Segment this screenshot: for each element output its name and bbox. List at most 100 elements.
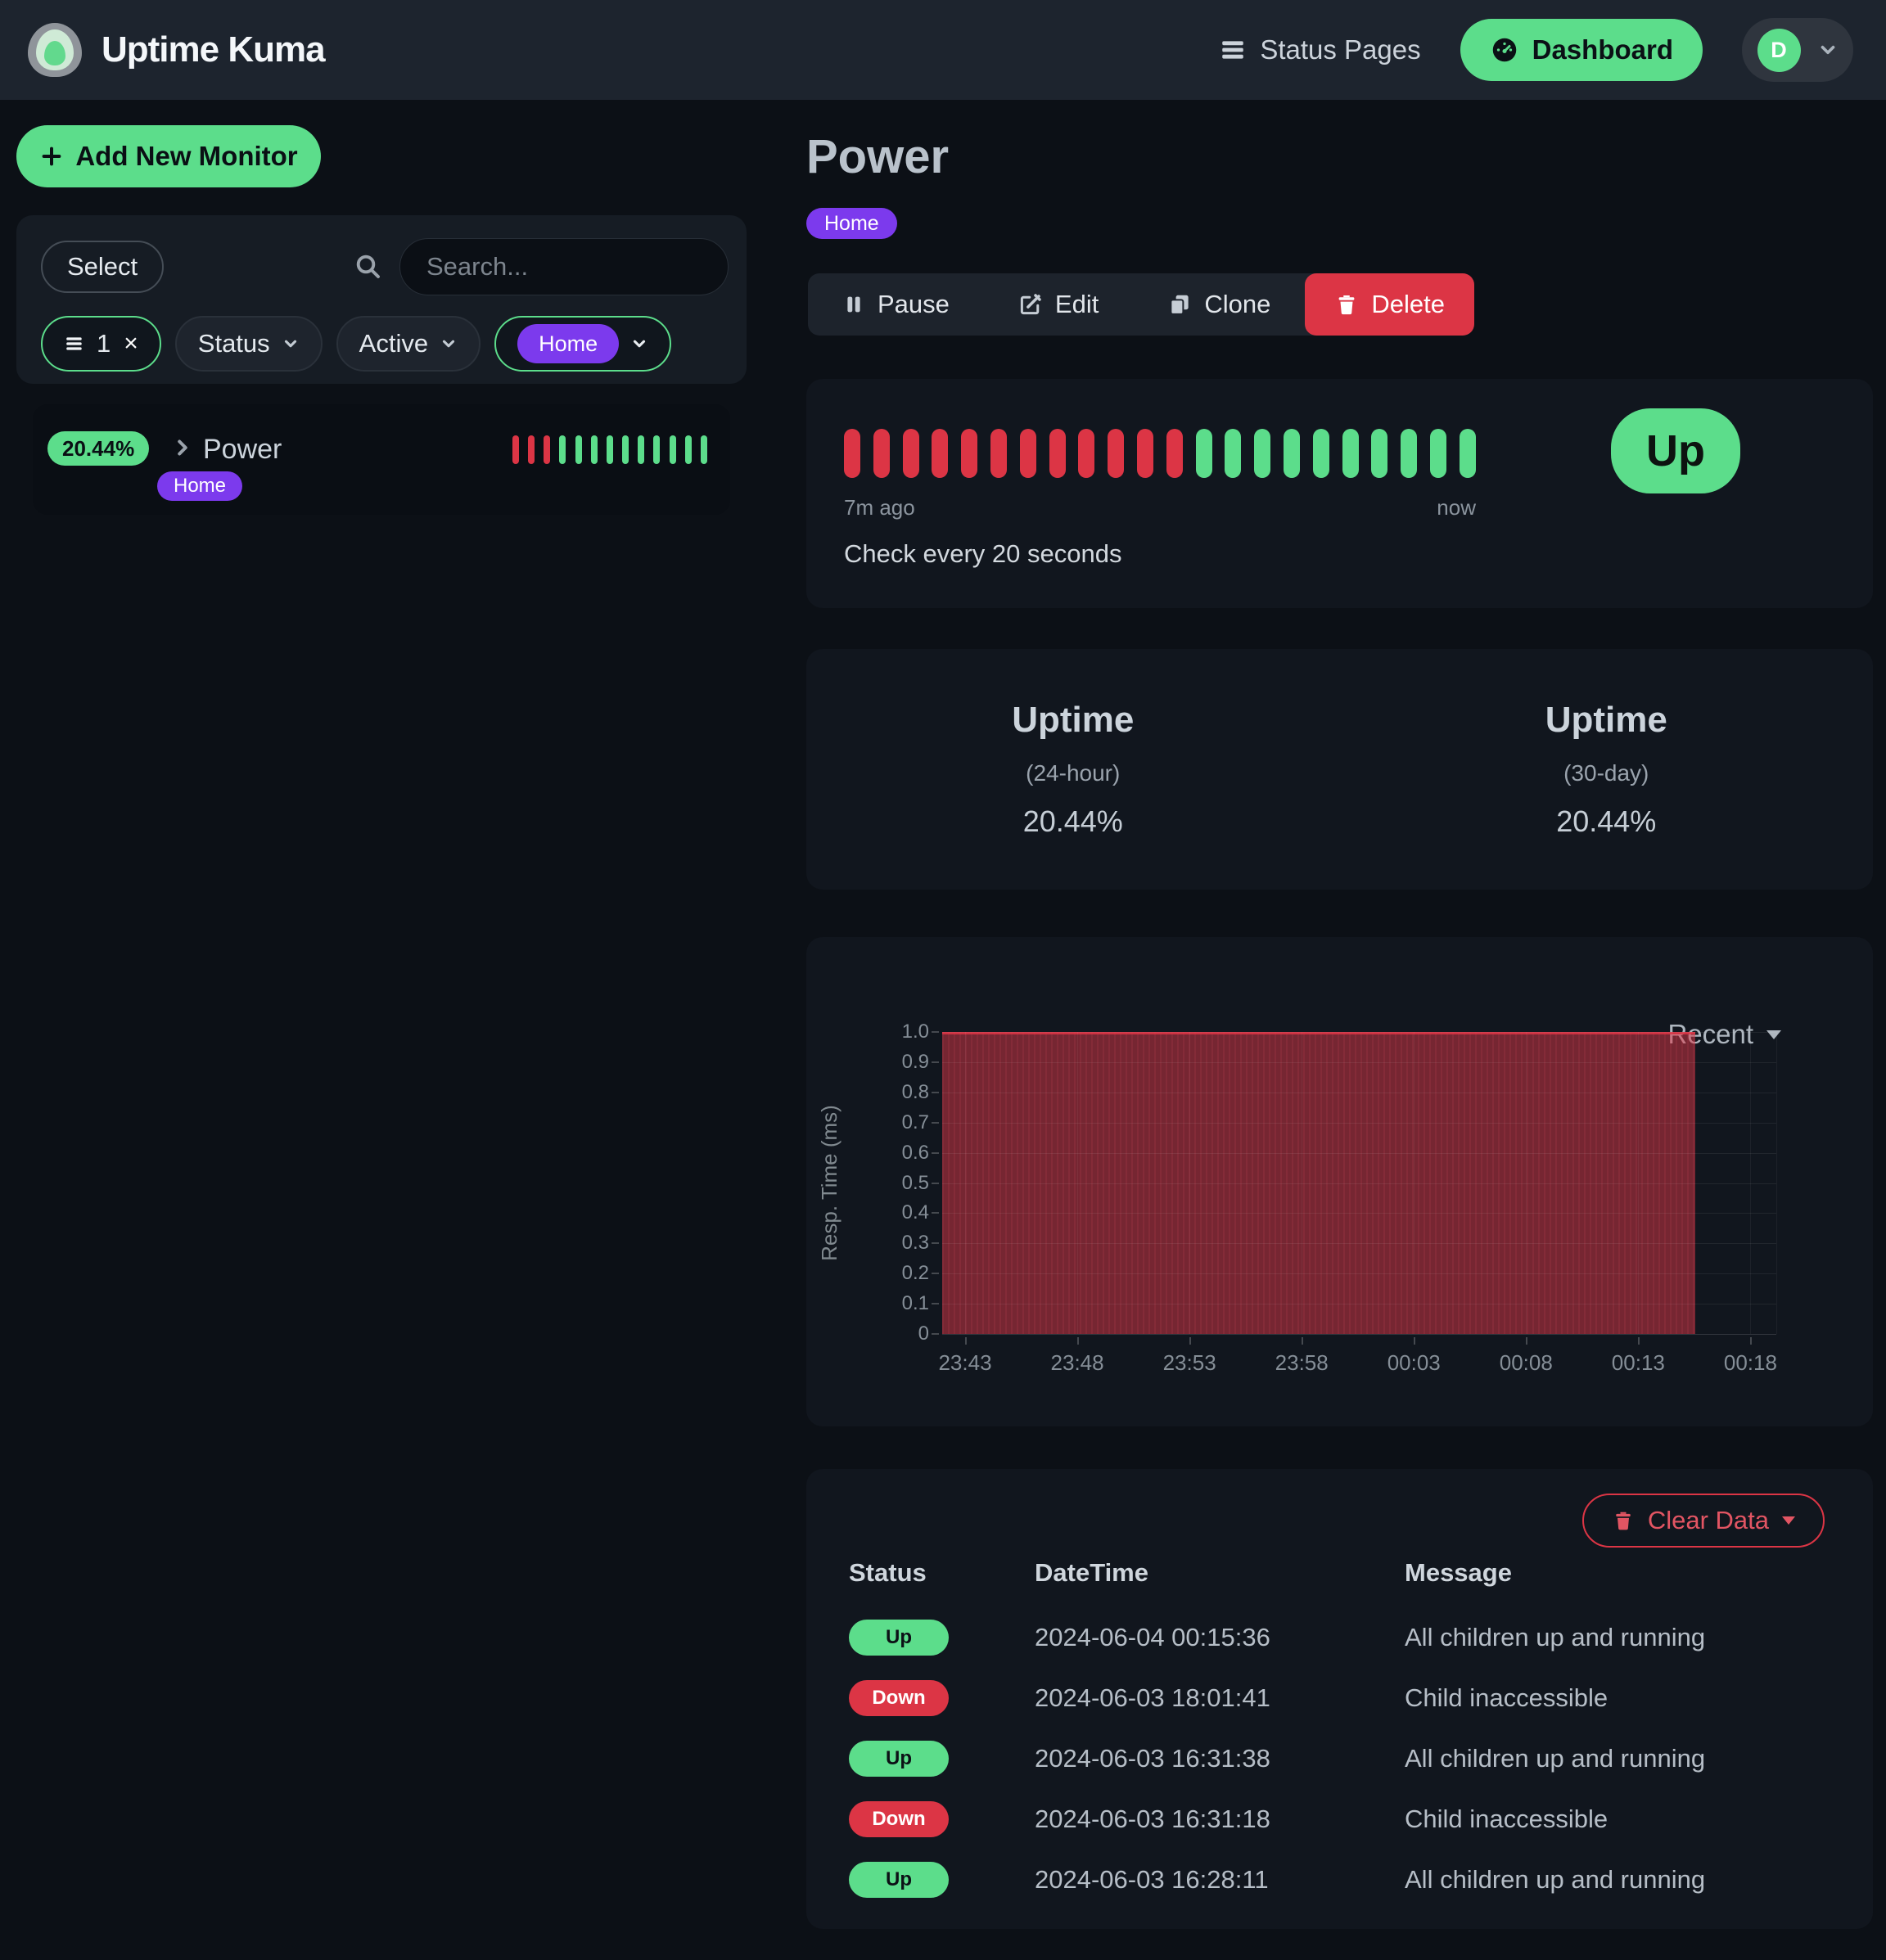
heartbeat-down — [1166, 429, 1183, 478]
heartbeat-card: 7m ago now Check every 20 seconds Up — [806, 379, 1873, 608]
list-icon — [1219, 36, 1247, 64]
tag-home: Home — [517, 324, 620, 363]
chevron-right-icon[interactable] — [170, 435, 195, 460]
chevron-down-icon — [440, 335, 458, 353]
nav-status-pages[interactable]: Status Pages — [1219, 34, 1421, 65]
clear-filters-icon[interactable]: × — [124, 330, 138, 357]
x-gridline — [1189, 1032, 1191, 1334]
x-tick-mark — [1414, 1337, 1416, 1345]
uptime-card: Uptime (24-hour) 20.44% Uptime (30-day) … — [806, 649, 1873, 890]
filter-lines-icon — [64, 333, 85, 354]
clear-data-button[interactable]: Clear Data — [1581, 1494, 1825, 1548]
y-tick-label: 0.5 — [901, 1171, 929, 1194]
x-tick-mark — [1302, 1337, 1304, 1345]
y-tick-mark — [932, 1182, 939, 1184]
y-gridline — [942, 1273, 1776, 1275]
uptime-24h: Uptime (24-hour) 20.44% — [806, 649, 1340, 890]
y-gridline — [942, 1122, 1776, 1124]
status-badge-down: Down — [849, 1801, 949, 1837]
avatar: D — [1757, 28, 1801, 72]
user-menu[interactable]: D — [1742, 18, 1853, 82]
y-tick-mark — [932, 1031, 939, 1033]
edit-icon — [1018, 292, 1043, 317]
y-tick-mark — [932, 1303, 939, 1305]
heartbeat-down — [844, 429, 860, 478]
monitor-list-item-power[interactable]: 20.44% Power Home — [33, 404, 730, 515]
heartbeat-up — [700, 435, 707, 464]
table-row: Down 2024-06-03 16:31:18 Child inaccessibl… — [849, 1789, 1824, 1850]
monitor-list-toolbar: Select 1 × Status — [16, 215, 747, 384]
pause-button[interactable]: Pause — [808, 273, 984, 336]
clone-button[interactable]: Clone — [1133, 273, 1305, 336]
heartbeat-down — [990, 429, 1007, 478]
y-tick-mark — [932, 1333, 939, 1335]
column-header-message: Message — [1405, 1558, 1512, 1587]
x-tick-mark — [1189, 1337, 1192, 1345]
y-tick-label: 0.8 — [901, 1080, 929, 1103]
status-badge-up: Up — [849, 1862, 949, 1898]
heartbeat-up — [1195, 429, 1212, 478]
search-input[interactable] — [399, 238, 729, 295]
y-gridline — [942, 1334, 1776, 1335]
select-button[interactable]: Select — [41, 241, 165, 293]
event-message: All children up and running — [1405, 1865, 1706, 1894]
edit-label: Edit — [1054, 290, 1099, 318]
event-datetime: 2024-06-03 16:31:38 — [1035, 1744, 1270, 1773]
y-tick-mark — [932, 1121, 939, 1124]
filter-tag-chip[interactable]: Home — [494, 316, 672, 372]
speedometer-icon — [1490, 35, 1519, 65]
add-new-monitor-button[interactable]: Add New Monitor — [16, 125, 321, 187]
y-tick-mark — [932, 1212, 939, 1214]
uptime-period: (24-hour) — [1026, 760, 1121, 786]
uptime-title: Uptime — [1545, 700, 1667, 740]
y-gridline — [942, 1213, 1776, 1214]
y-tick-label: 0.3 — [901, 1232, 929, 1255]
heartbeat-up — [622, 435, 629, 464]
y-gridline — [942, 1061, 1776, 1063]
heartbeat-down — [932, 429, 949, 478]
page-tag-home: Home — [806, 208, 897, 239]
caret-down-icon — [1782, 1516, 1795, 1525]
heartbeat-up — [1371, 429, 1388, 478]
heartbeat-down — [1078, 429, 1095, 478]
nav-dashboard-label: Dashboard — [1532, 34, 1673, 65]
pause-label: Pause — [878, 290, 950, 318]
main-content: Power Home Pause Edit Clone Delete — [806, 100, 1873, 1960]
y-tick-label: 0.4 — [901, 1201, 929, 1224]
clone-label: Clone — [1204, 290, 1271, 318]
uptime-period: (30-day) — [1563, 760, 1649, 786]
heartbeat-up — [1312, 429, 1329, 478]
filter-count-chip[interactable]: 1 × — [41, 316, 161, 372]
plus-icon — [39, 144, 64, 169]
x-gridline — [1776, 1032, 1777, 1334]
app-logo-link[interactable]: Uptime Kuma — [28, 23, 326, 77]
heartbeat-up — [590, 435, 598, 464]
x-tick-mark — [1077, 1337, 1080, 1345]
x-tick-label: 23:53 — [1162, 1350, 1216, 1375]
column-header-status: Status — [849, 1558, 927, 1587]
heartbeat-up — [1401, 429, 1418, 478]
app-title: Uptime Kuma — [102, 29, 326, 70]
caret-down-icon — [1766, 1030, 1781, 1039]
edit-button[interactable]: Edit — [984, 273, 1133, 336]
nav-dashboard-button[interactable]: Dashboard — [1460, 19, 1703, 81]
delete-button[interactable]: Delete — [1305, 273, 1474, 336]
heartbeat-up — [575, 435, 582, 464]
filter-status-chip[interactable]: Status — [174, 316, 323, 372]
heartbeat-down — [1136, 429, 1153, 478]
x-tick-label: 23:58 — [1275, 1350, 1329, 1375]
x-tick-label: 00:08 — [1499, 1350, 1553, 1375]
trash-icon — [1612, 1509, 1635, 1532]
y-tick-label: 0 — [918, 1322, 929, 1345]
table-row: Up 2024-06-04 00:15:36 All children up and… — [849, 1607, 1824, 1668]
heartbeat-down — [1108, 429, 1125, 478]
uptime-30d: Uptime (30-day) 20.44% — [1340, 649, 1874, 890]
y-gridline — [942, 1183, 1776, 1184]
event-datetime: 2024-06-03 16:28:11 — [1035, 1865, 1269, 1894]
heartbeat-up — [1225, 429, 1242, 478]
navbar: Uptime Kuma Status Pages Dashboard D — [0, 0, 1886, 100]
filter-active-chip[interactable]: Active — [336, 316, 481, 372]
heartbeat-up — [1254, 429, 1271, 478]
events-card: Clear Data Status DateTime Message Up 202… — [806, 1469, 1873, 1929]
y-tick-label: 1.0 — [901, 1021, 929, 1043]
